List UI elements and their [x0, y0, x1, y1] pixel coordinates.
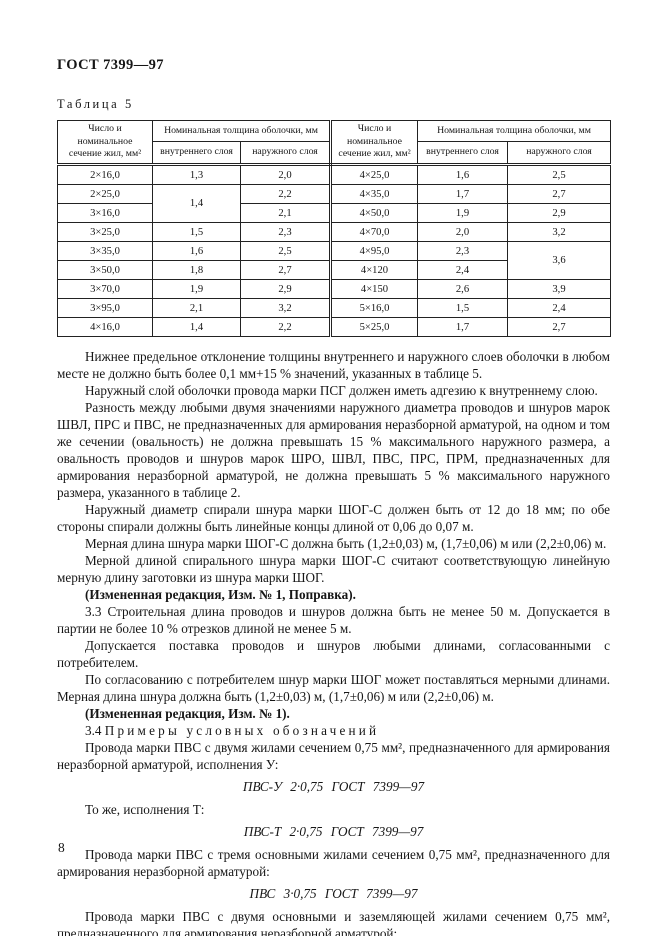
- outer-thickness-cell: 2,7: [240, 260, 331, 281]
- section-3-4-heading: 3.4 Примеры условных обозначений: [57, 722, 610, 739]
- inner-thickness-cell: 2,1: [152, 298, 241, 319]
- table-row: 4×16,0 1,4 2,2 5×25,0 1,7 2,7: [57, 317, 611, 338]
- table-row: 3×35,0 1,6 2,5 4×95,0 2,3 3,6: [57, 241, 611, 281]
- page-number: 8: [58, 840, 65, 855]
- paragraph-adhesion: Наружный слой оболочки провода марки ПСГ…: [85, 383, 598, 399]
- inner-thickness-cell: 2,4: [417, 260, 508, 281]
- inner-thickness-cell: 1,5: [152, 222, 241, 243]
- outer-thickness-cell: 3,9: [507, 279, 611, 300]
- amendment-note-2: (Измененная редакция, Изм. № 1).: [85, 706, 290, 722]
- inner-thickness-cell: 2,3: [417, 241, 508, 262]
- outer-thickness-cell: 3,2: [507, 222, 611, 243]
- table-subheader-row: внутреннего слоя наружного слоя внутренн…: [58, 141, 611, 167]
- section-cell: 4×16,0: [57, 317, 153, 338]
- section-title: Примеры условных обозначений: [104, 723, 380, 739]
- paragraph-measured-length-definition: Мерной длиной спирального шнура марки ШО…: [57, 553, 610, 586]
- table-row: 2×16,0 1,3 2,0 4×25,0 1,6 2,5: [57, 164, 611, 186]
- table-header-row: Число и номинальное сечение жил, мм² Ном…: [57, 119, 611, 167]
- section-cell: 3×50,0: [57, 260, 153, 281]
- inner-thickness-cell: 1,6: [152, 241, 241, 262]
- section-cell: 2×16,0: [57, 164, 153, 186]
- paragraph-example-2: То же, исполнения Т:: [85, 802, 205, 818]
- col-header-inner-right: внутреннего слоя: [417, 141, 508, 167]
- outer-thickness-cell: 2,4: [507, 298, 611, 319]
- outer-thickness-cell: 2,5: [507, 164, 611, 186]
- col-header-outer-left: наружного слоя: [240, 141, 331, 167]
- section-cell: 4×25,0: [329, 164, 418, 186]
- inner-thickness-cell: 1,8: [152, 260, 241, 281]
- col-header-group-right: Номинальная толщина оболочки, мм: [417, 119, 611, 143]
- designation-example-2: ПВС-Т 2·0,75 ГОСТ 7399—97: [243, 824, 424, 840]
- sheath-thickness-table: Число и номинальное сечение жил, мм² Ном…: [57, 119, 611, 338]
- paragraph-example-3: Провода марки ПВС с тремя основными жила…: [57, 847, 610, 880]
- amendment-note-1: (Измененная редакция, Изм. № 1, Поправка…: [85, 587, 356, 603]
- paragraph-3-3: 3.3 Строительная длина проводов и шнуров…: [57, 604, 610, 637]
- section-number: 3.4: [85, 723, 102, 739]
- section-cell: 3×25,0: [57, 222, 153, 243]
- table-row: 3×70,0 1,9 2,9 4×150 2,6 3,9: [57, 279, 611, 300]
- section-cell: 4×35,0: [329, 184, 418, 205]
- section-cell: 3×95,0: [57, 298, 153, 319]
- col-header-group-left: Номинальная толщина оболочки, мм: [152, 119, 331, 143]
- paragraph-agreement: По согласованию с потребителем шнур марк…: [57, 672, 610, 705]
- outer-thickness-cell: 2,9: [507, 203, 611, 224]
- section-cell: 5×16,0: [329, 298, 418, 319]
- section-cell: 4×50,0: [329, 203, 418, 224]
- outer-thickness-cell: 2,0: [240, 164, 331, 186]
- outer-thickness-cell: 2,5: [240, 241, 331, 262]
- inner-thickness-cell: 1,3: [152, 164, 241, 186]
- table-row: 3×95,0 2,1 3,2 5×16,0 1,5 2,4: [57, 298, 611, 319]
- outer-thickness-cell: 2,2: [240, 184, 331, 205]
- table-row: 2×25,0 1,4 2,2 4×35,0 1,7 2,7: [57, 184, 611, 224]
- designation-example-1: ПВС-У 2·0,75 ГОСТ 7399—97: [242, 779, 425, 795]
- inner-thickness-cell: 1,5: [417, 298, 508, 319]
- paragraph-ovality: Разность между любыми двумя значениями н…: [57, 400, 610, 501]
- outer-thickness-cell: 2,7: [507, 317, 611, 338]
- paragraph-measured-length: Мерная длина шнура марки ШОГ-С должна бы…: [85, 536, 607, 552]
- inner-thickness-cell: 1,7: [417, 317, 508, 338]
- section-cell: 3×16,0: [57, 203, 153, 224]
- section-cell: 4×70,0: [329, 222, 418, 243]
- standard-code: ГОСТ 7399—97: [57, 57, 164, 73]
- inner-thickness-cell: 1,4: [152, 317, 241, 338]
- section-cell: 4×95,0: [329, 241, 418, 262]
- col-header-section-right: Число и номинальное сечение жил, мм²: [329, 119, 418, 167]
- paragraph-example-4: Провода марки ПВС с двумя основными и за…: [57, 909, 610, 936]
- paragraph-example-1: Провода марки ПВС с двумя жилами сечение…: [57, 740, 610, 773]
- table-row: 3×25,0 1,5 2,3 4×70,0 2,0 3,2: [57, 222, 611, 243]
- section-cell: 4×150: [329, 279, 418, 300]
- col-header-section-left: Число и номинальное сечение жил, мм²: [57, 119, 153, 167]
- paragraph-tolerance: Нижнее предельное отклонение толщины вну…: [57, 349, 610, 382]
- body-text: Нижнее предельное отклонение толщины вну…: [57, 348, 610, 936]
- outer-thickness-cell: 2,2: [240, 317, 331, 338]
- section-cell: 4×120: [329, 260, 418, 281]
- section-cell: 3×70,0: [57, 279, 153, 300]
- inner-thickness-cell: 1,9: [417, 203, 508, 224]
- section-cell: 2×25,0: [57, 184, 153, 205]
- paragraph-spiral-diameter: Наружный диаметр спирали шнура марки ШОГ…: [57, 502, 610, 535]
- col-header-inner-left: внутреннего слоя: [152, 141, 241, 167]
- col-header-outer-right: наружного слоя: [507, 141, 611, 167]
- inner-thickness-cell: 1,9: [152, 279, 241, 300]
- outer-thickness-cell: 2,1: [240, 203, 331, 224]
- designation-example-3: ПВС 3·0,75 ГОСТ 7399—97: [249, 886, 418, 902]
- table-caption: Таблица 5: [57, 97, 134, 111]
- outer-thickness-cell: 3,2: [240, 298, 331, 319]
- inner-thickness-cell: 1,4: [152, 184, 241, 224]
- inner-thickness-cell: 1,7: [417, 184, 508, 205]
- section-cell: 5×25,0: [329, 317, 418, 338]
- outer-thickness-cell: 2,9: [240, 279, 331, 300]
- paragraph-delivery: Допускается поставка проводов и шнуров л…: [57, 638, 610, 671]
- outer-thickness-cell: 2,3: [240, 222, 331, 243]
- inner-thickness-cell: 2,0: [417, 222, 508, 243]
- outer-thickness-cell: 3,6: [507, 241, 611, 281]
- inner-thickness-cell: 1,6: [417, 164, 508, 186]
- section-cell: 3×35,0: [57, 241, 153, 262]
- inner-thickness-cell: 2,6: [417, 279, 508, 300]
- outer-thickness-cell: 2,7: [507, 184, 611, 205]
- table-row: 3×16,0 2,1 4×50,0 1,9 2,9: [57, 203, 611, 224]
